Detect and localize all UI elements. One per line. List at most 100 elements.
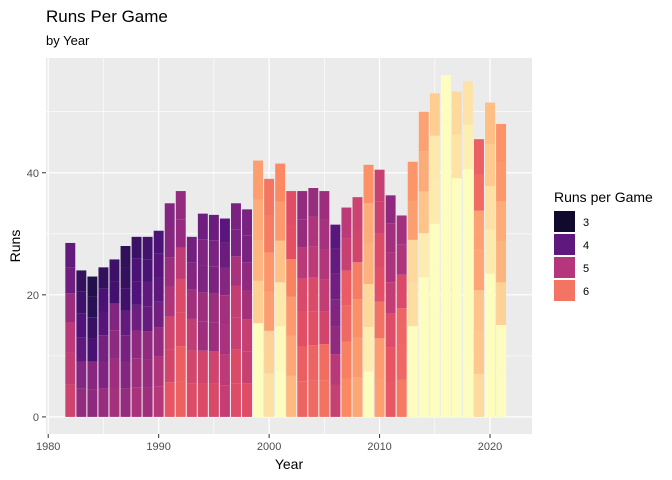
- bar-segment: [131, 387, 142, 417]
- bar-segment: [297, 278, 308, 312]
- bar-segment: [65, 321, 76, 353]
- bar-segment: [142, 331, 153, 360]
- bar-segment: [297, 247, 308, 279]
- bar-segment: [440, 166, 451, 214]
- bar-segment: [407, 161, 418, 201]
- bar-segment: [242, 235, 252, 263]
- legend-swatch: [554, 211, 575, 232]
- legend-label: 5: [583, 263, 589, 275]
- legend-swatch: [554, 280, 575, 301]
- bar-segment: [231, 203, 241, 230]
- bar-segment: [407, 200, 418, 240]
- bar-segment: [396, 344, 407, 380]
- bar-segment: [231, 229, 241, 257]
- bar-segment: [440, 364, 451, 417]
- bar-segment: [418, 369, 429, 417]
- bar-segment: [264, 252, 275, 292]
- bar-segment: [341, 305, 352, 342]
- bar-segment: [164, 203, 175, 231]
- bar-segment: [186, 383, 197, 417]
- bar-segment: [186, 350, 197, 384]
- bar-segment: [242, 209, 252, 236]
- bar-segment: [175, 247, 186, 279]
- bar-segment: [297, 191, 308, 220]
- bar-segment: [120, 267, 131, 289]
- bar-segment: [153, 277, 164, 302]
- bar-segment: [330, 384, 341, 417]
- bar-segment: [208, 214, 219, 241]
- bar-segment: [164, 316, 175, 350]
- bar-segment: [242, 290, 252, 320]
- bar-segment: [131, 304, 142, 331]
- bar-segment: [374, 169, 385, 202]
- bar-segment: [109, 259, 120, 282]
- bar-segment: [385, 223, 396, 253]
- bar-segment: [374, 233, 385, 268]
- bar-segment: [208, 322, 219, 352]
- bar-segment: [186, 318, 197, 351]
- bar-segment: [197, 383, 208, 417]
- x-tick-label: 2020: [478, 441, 502, 453]
- bar-segment: [197, 292, 208, 322]
- bar-segment: [142, 306, 153, 332]
- bar-segment: [175, 191, 186, 220]
- bar-segment: [208, 240, 219, 267]
- bar-segment: [374, 201, 385, 234]
- bar-segment: [109, 281, 120, 304]
- bar-segment: [264, 291, 275, 331]
- bar-segment: [462, 265, 473, 316]
- bar-segment: [374, 338, 385, 378]
- bar-segment: [175, 346, 186, 382]
- bar-segment: [474, 290, 484, 332]
- bar-segment: [208, 351, 219, 384]
- bar-segment: [407, 371, 418, 417]
- bar-segment: [286, 335, 297, 376]
- bar-segment: [109, 330, 120, 359]
- bar-segment: [330, 224, 341, 249]
- bar-segment: [120, 310, 131, 336]
- bar-segment: [462, 365, 473, 417]
- bar-segment: [231, 383, 241, 417]
- bar-segment: [231, 349, 241, 384]
- bar-segment: [352, 337, 363, 378]
- bar-segment: [219, 218, 230, 243]
- bar-segment: [352, 197, 363, 230]
- bar-segment: [286, 225, 297, 260]
- x-tick-label: 1990: [146, 441, 170, 453]
- bar-segment: [142, 259, 153, 282]
- bar-segment: [208, 383, 219, 417]
- bar-segment: [164, 230, 175, 258]
- bar-segment: [474, 210, 484, 251]
- bar-segment: [242, 351, 252, 384]
- bar-segment: [76, 361, 87, 389]
- bar-segment: [186, 236, 197, 263]
- bar-segment: [264, 330, 275, 374]
- bar-segment: [319, 311, 330, 345]
- bar-segment: [153, 386, 164, 417]
- bar-segment: [164, 257, 175, 287]
- bar-segment: [374, 267, 385, 302]
- bar-segment: [253, 199, 264, 241]
- bar-segment: [341, 341, 352, 379]
- bar-segment: [65, 293, 76, 322]
- bar-segment: [330, 248, 341, 274]
- bar-segment: [297, 346, 308, 382]
- bar-segment: [219, 295, 230, 325]
- bar-segment: [396, 379, 407, 417]
- x-axis: 1980 1990 2000 2010 2020: [36, 434, 502, 453]
- bar-segment: [286, 375, 297, 417]
- bar-segment: [131, 330, 142, 359]
- bar-segment: [286, 259, 297, 297]
- bar-segment: [440, 213, 451, 262]
- bar-segment: [186, 262, 197, 290]
- bar-segment: [385, 252, 396, 283]
- bar-segment: [496, 162, 507, 202]
- bar-segment: [374, 377, 385, 417]
- bar-segment: [131, 358, 142, 388]
- bar-segment: [120, 388, 131, 417]
- bars: [65, 75, 507, 417]
- bar-segment: [153, 301, 164, 328]
- bar-segment: [142, 359, 153, 388]
- bar-segment: [341, 207, 352, 239]
